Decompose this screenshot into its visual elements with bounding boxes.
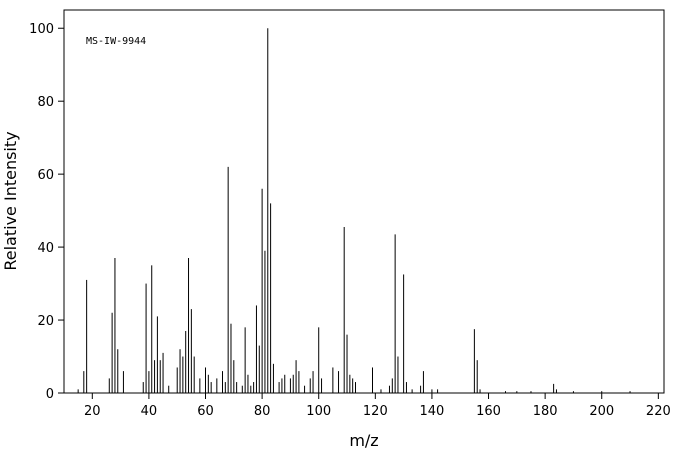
x-tick-label: 180 — [533, 404, 558, 419]
annotation: MS-IW-9944 — [86, 36, 146, 47]
x-tick-label: 100 — [306, 404, 331, 419]
x-tick-label: 80 — [254, 404, 271, 419]
y-tick-label: 20 — [37, 314, 54, 329]
x-tick-label: 20 — [84, 404, 101, 419]
y-tick-label: 40 — [37, 241, 54, 256]
x-tick-label: 140 — [420, 404, 445, 419]
y-tick-label: 60 — [37, 168, 54, 183]
x-axis-label: m/z — [349, 431, 378, 450]
y-tick-label: 0 — [46, 387, 54, 402]
y-axis-label: Relative Intensity — [1, 131, 20, 270]
x-tick-label: 40 — [141, 404, 158, 419]
plot-frame — [63, 9, 665, 394]
y-tick-label: 80 — [37, 95, 54, 110]
y-tick-label: 100 — [29, 22, 54, 37]
x-tick-label: 60 — [197, 404, 214, 419]
x-tick-label: 160 — [476, 404, 501, 419]
x-tick-label: 120 — [363, 404, 388, 419]
x-tick-label: 200 — [589, 404, 614, 419]
x-tick-label: 220 — [646, 404, 671, 419]
